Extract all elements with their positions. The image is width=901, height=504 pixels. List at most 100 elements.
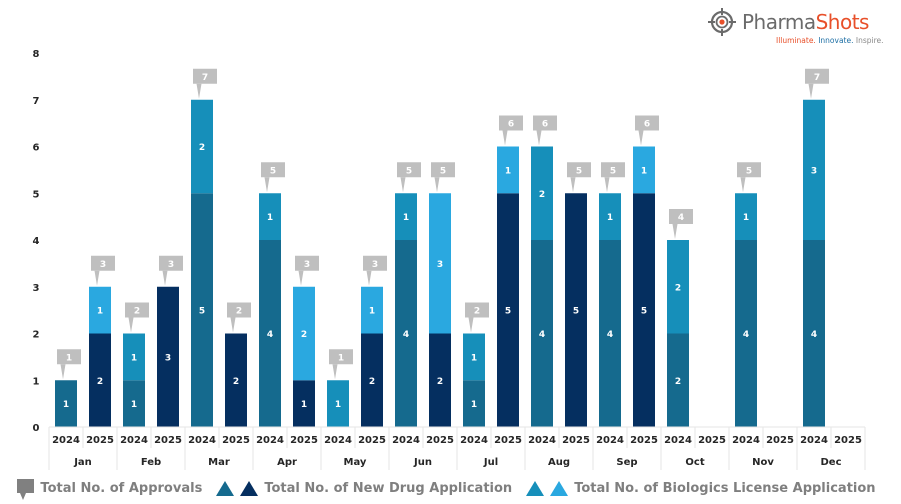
callout-total-label: 5: [440, 166, 446, 176]
bar-segment-nda-2025: [497, 193, 519, 427]
callout-total-label: 3: [100, 260, 106, 270]
x-year-label: 2024: [800, 435, 828, 446]
total-callout: 7: [805, 68, 829, 99]
x-axis: Jan 2024 2025 Feb 2024 2025 Mar 2024 2025 Apr 2024…: [48, 426, 866, 470]
bars: 1 2 1 1 1 3 5 2 2 4 1 1 2 1 2 1 4 1 2 3 1 1 5 1 4 2 5 4 1 5 1 2 2 4 1 4 3: [55, 99, 825, 427]
legend-label-approvals: Total No. of Approvals: [40, 480, 203, 496]
segment-label-nda: 3: [165, 353, 171, 363]
bar-segment-nda-2024: [123, 380, 145, 427]
y-tick-label: 3: [33, 283, 40, 294]
callout-total-label: 6: [644, 120, 650, 130]
callout-total-label: 1: [338, 353, 344, 363]
bar-segment-bla-2024: [735, 193, 757, 240]
x-year-label: 2024: [664, 435, 692, 446]
y-tick-label: 7: [33, 96, 40, 107]
bar-segment-nda-2024: [259, 240, 281, 427]
bar-segment-bla-2024: [599, 193, 621, 240]
callout-pointer: [468, 317, 474, 333]
x-year-label: 2024: [392, 435, 420, 446]
bar-segment-bla-2024: [803, 99, 825, 240]
total-callout: 2: [227, 302, 251, 333]
x-year-label: 2025: [834, 435, 862, 446]
segment-label-nda: 2: [675, 377, 681, 387]
callout-total-label: 2: [134, 307, 140, 317]
bar-segment-nda-2025: [565, 193, 587, 427]
x-year-label: 2025: [154, 435, 182, 446]
callout-box: [329, 349, 353, 365]
bar-segment-bla-2025: [89, 286, 111, 334]
x-month-label: Oct: [685, 457, 704, 468]
bar-segment-nda-2024: [599, 240, 621, 427]
legend-item-approvals: Total No. of Approvals: [17, 479, 203, 500]
bar-segment-bla-2025: [633, 146, 655, 194]
segment-label-bla: 1: [369, 307, 375, 317]
logo-name: PharmaShots: [742, 10, 869, 34]
y-tick-label: 0: [33, 423, 40, 434]
segment-label-nda: 4: [607, 330, 613, 340]
callout-box: [431, 162, 455, 178]
callout-box: [193, 68, 217, 84]
bar-segment-bla-2025: [293, 286, 315, 381]
segment-label-nda: 5: [641, 307, 647, 317]
y-tick-label: 2: [33, 330, 40, 341]
callout-total-label: 2: [236, 307, 242, 317]
total-callout: 5: [431, 162, 455, 193]
segment-label-nda: 2: [437, 377, 443, 387]
callout-pointer: [60, 364, 66, 380]
bar-segment-nda-2024: [191, 193, 213, 427]
segment-label-nda: 4: [403, 330, 409, 340]
callout-total-label: 3: [304, 260, 310, 270]
callout-box: [465, 302, 489, 318]
callout-pointer: [298, 270, 304, 286]
callout-pointer: [502, 130, 508, 146]
total-callout: 3: [159, 255, 183, 286]
bar-segment-nda-2025: [89, 333, 111, 427]
callout-total-label: 5: [746, 166, 752, 176]
x-year-label: 2025: [630, 435, 658, 446]
callout-box: [669, 209, 693, 224]
x-month-label: Jul: [483, 457, 498, 468]
legend-item-bla: Total No. of Biologics License Applicati…: [526, 480, 876, 496]
bar-segment-nda-2025: [293, 380, 315, 427]
x-month-label: Jan: [73, 457, 92, 468]
target-icon: [708, 8, 736, 36]
segment-label-bla: 3: [437, 260, 443, 270]
legend-label-bla: Total No. of Biologics License Applicati…: [574, 480, 876, 496]
chart-legend: Total No. of Approvals Total No. of New …: [0, 476, 901, 500]
x-month-label: Feb: [141, 457, 161, 468]
callout-total-label: 4: [678, 213, 684, 223]
segment-label-bla: 1: [641, 166, 647, 176]
total-callout: 5: [737, 162, 761, 193]
x-year-label: 2024: [596, 435, 624, 446]
callout-pointer: [604, 177, 610, 193]
x-month-label: Nov: [752, 457, 774, 468]
bar-segment-nda-2024: [735, 240, 757, 427]
callout-box: [635, 115, 659, 131]
total-callout: 3: [295, 255, 319, 286]
x-year-label: 2024: [732, 435, 760, 446]
segment-label-nda: 1: [301, 400, 307, 410]
callout-pointer: [434, 177, 440, 193]
y-tick-label: 8: [33, 49, 40, 60]
callout-box: [261, 162, 285, 178]
x-month-label: Jun: [413, 457, 432, 468]
bar-segment-nda-2025: [157, 286, 179, 427]
x-year-label: 2024: [256, 435, 284, 446]
callout-pointer: [570, 177, 576, 193]
x-year-label: 2025: [766, 435, 794, 446]
bar-segment-nda-2025: [633, 193, 655, 427]
callout-pointer: [332, 364, 338, 380]
callout-total-label: 5: [270, 166, 276, 176]
bar-segment-bla-2024: [463, 333, 485, 381]
segment-label-nda: 1: [131, 400, 137, 410]
callout-total-label: 3: [168, 260, 174, 270]
legend-label-nda: Total No. of New Drug Application: [264, 480, 513, 496]
bar-segment-bla-2025: [497, 146, 519, 194]
segment-label-nda: 5: [199, 307, 205, 317]
segment-label-nda: 1: [63, 400, 69, 410]
bar-segment-nda-2024: [395, 240, 417, 427]
logo-name-pharma: Pharma: [742, 10, 816, 34]
x-month-label: Apr: [277, 457, 297, 468]
x-year-label: 2025: [290, 435, 318, 446]
